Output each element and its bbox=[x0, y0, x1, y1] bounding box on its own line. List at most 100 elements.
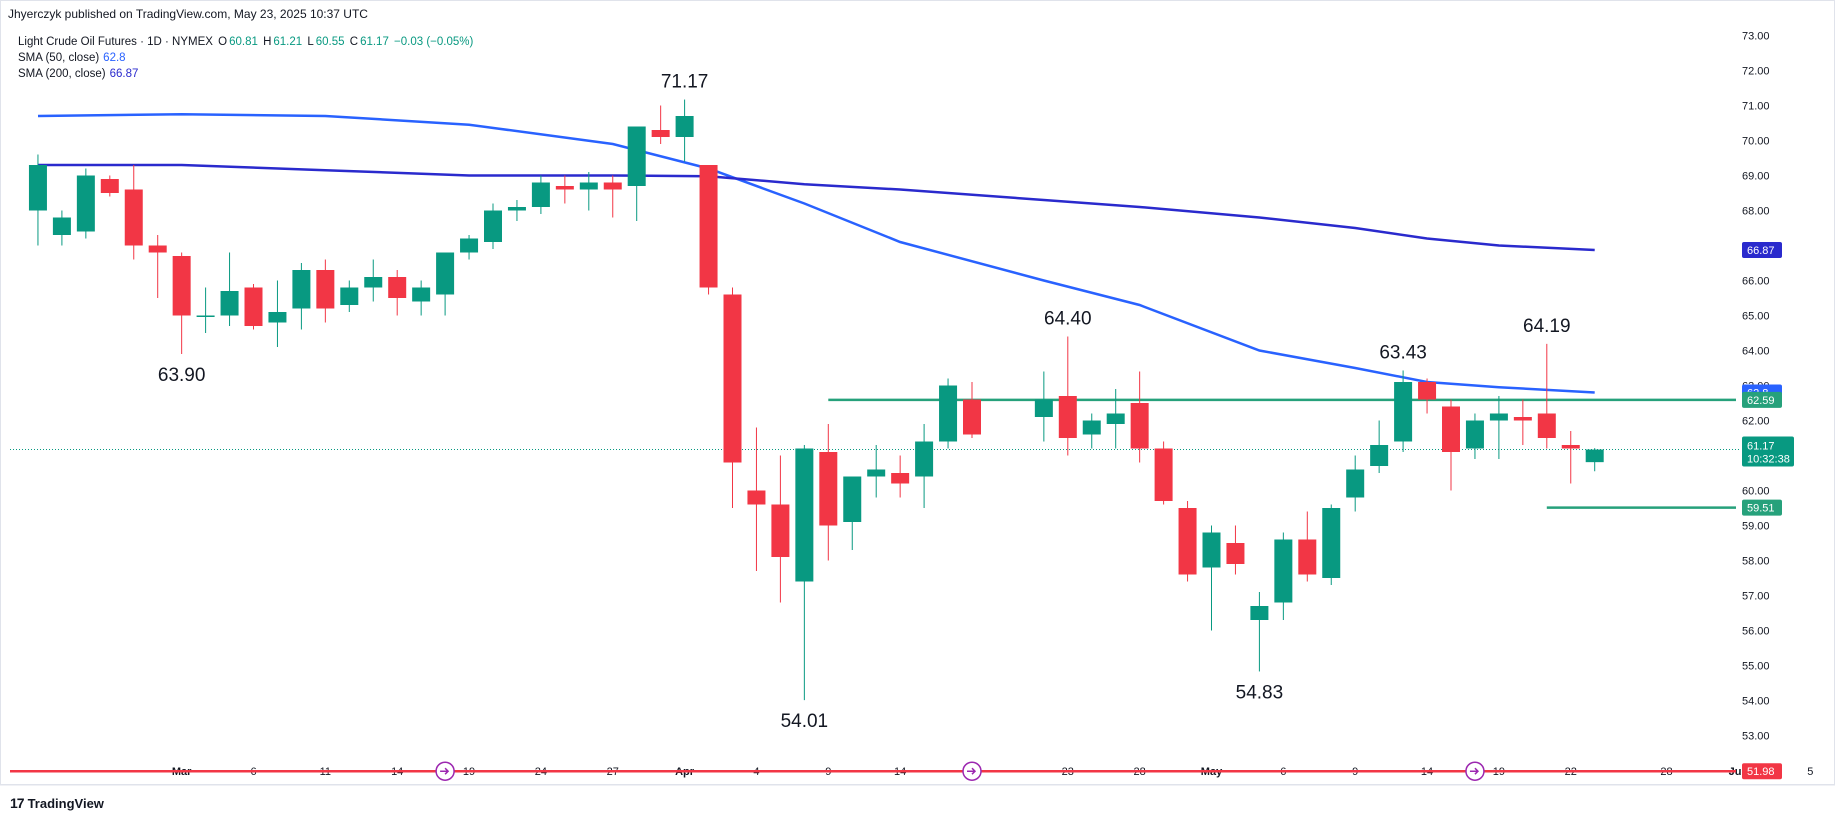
y-tick-label: 53.00 bbox=[1742, 731, 1770, 743]
candle bbox=[747, 427, 766, 571]
candle bbox=[1178, 501, 1197, 582]
candle bbox=[1513, 399, 1532, 445]
chart-border bbox=[0, 0, 1835, 785]
candle-body bbox=[268, 312, 287, 323]
sma200-label: SMA (200, close) bbox=[18, 68, 106, 80]
candle bbox=[603, 175, 622, 218]
y-tick-label: 69.00 bbox=[1742, 171, 1770, 183]
low-label: L bbox=[307, 36, 314, 48]
candle bbox=[1537, 343, 1556, 449]
candle bbox=[1585, 448, 1604, 472]
y-tick-label: 54.00 bbox=[1742, 696, 1770, 708]
candle bbox=[76, 168, 95, 239]
price-annotation: 63.43 bbox=[1379, 342, 1427, 363]
candle-body bbox=[1130, 403, 1149, 449]
candle bbox=[1106, 389, 1125, 449]
price-tag-label: 66.87 bbox=[1747, 245, 1775, 257]
candle-body bbox=[1202, 532, 1221, 568]
candle-body bbox=[795, 448, 814, 582]
price-annotation: 71.17 bbox=[661, 72, 709, 93]
candle-body bbox=[412, 287, 431, 302]
candle-body bbox=[148, 245, 167, 253]
price-annotation: 54.83 bbox=[1236, 682, 1284, 703]
candle bbox=[771, 455, 790, 603]
candle bbox=[1226, 525, 1245, 575]
sma50-value: 62.8 bbox=[103, 52, 126, 64]
price-tag-label: 59.51 bbox=[1747, 503, 1775, 515]
candle-body bbox=[1226, 543, 1245, 564]
candle-body bbox=[723, 294, 742, 463]
last-price-value: 61.17 bbox=[1747, 441, 1775, 453]
candle bbox=[723, 287, 742, 508]
price-annotation: 54.01 bbox=[781, 711, 829, 732]
candle bbox=[651, 105, 670, 144]
candle bbox=[915, 424, 934, 508]
candle-body bbox=[1418, 382, 1437, 400]
legend-sma200-row[interactable]: SMA (200, close) 66.87 bbox=[18, 66, 473, 82]
countdown-label: 10:32:38 bbox=[1747, 454, 1790, 466]
candle-body bbox=[747, 490, 766, 505]
footer-brand[interactable]: 17 TradingView bbox=[10, 795, 104, 811]
candle bbox=[1202, 525, 1221, 631]
price-tag-bg bbox=[1742, 763, 1782, 780]
candle-body bbox=[1537, 413, 1556, 438]
candle bbox=[843, 476, 862, 550]
candle bbox=[1489, 396, 1508, 459]
candle bbox=[148, 235, 167, 298]
y-tick-label: 70.00 bbox=[1742, 136, 1770, 148]
sma200-value: 66.87 bbox=[109, 68, 139, 80]
y-tick-label: 64.00 bbox=[1742, 346, 1770, 358]
candle-body bbox=[1298, 539, 1317, 575]
candle bbox=[316, 259, 335, 323]
legend-sma50-row[interactable]: SMA (50, close) 62.8 bbox=[18, 50, 473, 66]
candle bbox=[460, 235, 479, 260]
y-tick-label: 58.00 bbox=[1742, 556, 1770, 568]
candle-body bbox=[867, 469, 886, 477]
y-tick-label: 60.00 bbox=[1742, 486, 1770, 498]
candle-body bbox=[124, 189, 143, 246]
candle bbox=[244, 284, 263, 330]
candle-body bbox=[364, 277, 383, 288]
candle-body bbox=[1058, 396, 1077, 438]
price-tag-bg bbox=[1742, 391, 1782, 408]
publisher-line: Jhyerczyk published on TradingView.com, … bbox=[8, 7, 368, 21]
candle-body bbox=[1561, 445, 1580, 449]
candle-body bbox=[388, 277, 407, 298]
candle-body bbox=[699, 165, 718, 288]
price-tag-bg bbox=[1742, 242, 1782, 259]
candle bbox=[1346, 455, 1365, 512]
candle bbox=[1250, 592, 1269, 672]
open-label: O bbox=[218, 36, 228, 48]
event-marker-icon bbox=[1465, 761, 1485, 781]
candle bbox=[579, 172, 598, 211]
event-marker-arrow bbox=[1469, 767, 1480, 775]
candle-body bbox=[939, 385, 958, 442]
symbol-title[interactable]: Light Crude Oil Futures · 1D · NYMEX bbox=[18, 36, 213, 48]
candle-body bbox=[507, 207, 526, 211]
candle-body bbox=[627, 126, 646, 186]
candle-body bbox=[1489, 413, 1508, 421]
candle bbox=[1561, 431, 1580, 484]
candle bbox=[891, 455, 910, 498]
candle-body bbox=[100, 179, 119, 193]
price-tag: 62.59 bbox=[1742, 391, 1782, 408]
y-tick-label: 71.00 bbox=[1742, 101, 1770, 113]
tradingview-logo-icon: 17 bbox=[10, 795, 25, 811]
y-tick-label: 55.00 bbox=[1742, 661, 1770, 673]
candle bbox=[52, 210, 71, 246]
candle-body bbox=[603, 182, 622, 190]
candle-body bbox=[1513, 417, 1532, 421]
candle bbox=[412, 280, 431, 316]
candle bbox=[28, 154, 47, 246]
candle-body bbox=[1034, 399, 1053, 417]
candle bbox=[963, 382, 981, 438]
candle bbox=[867, 445, 886, 498]
candle bbox=[1418, 378, 1437, 414]
candle bbox=[1370, 420, 1389, 473]
y-tick-label: 73.00 bbox=[1742, 31, 1770, 43]
y-tick-label: 65.00 bbox=[1742, 311, 1770, 323]
candle-body bbox=[843, 476, 862, 522]
brand-name: TradingView bbox=[27, 795, 104, 811]
event-marker-arrow bbox=[967, 767, 977, 775]
